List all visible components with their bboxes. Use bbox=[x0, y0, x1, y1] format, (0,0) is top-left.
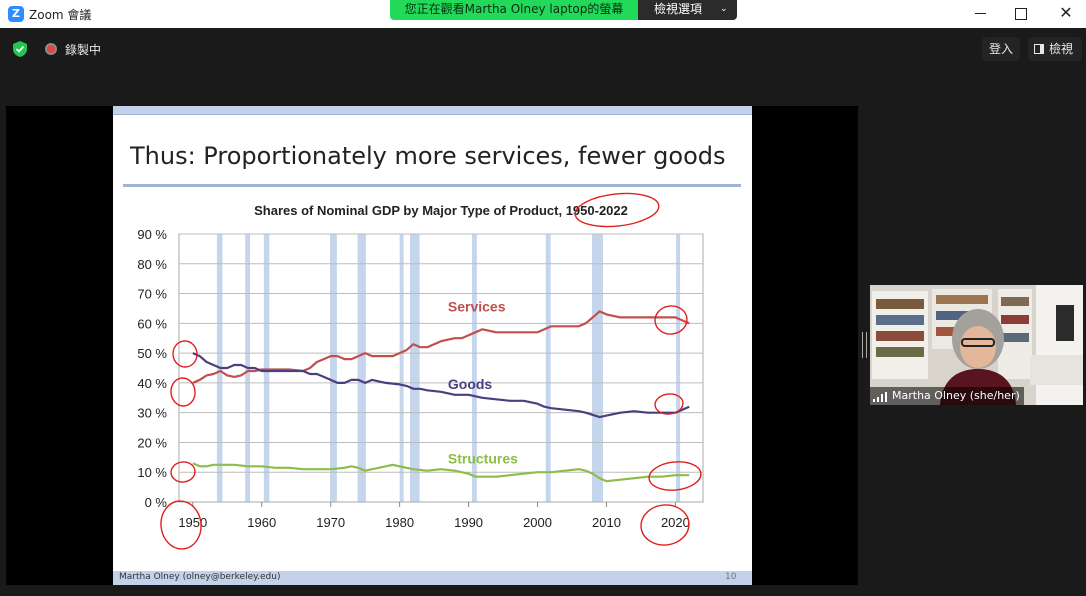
view-layout-button[interactable]: 檢視 bbox=[1028, 37, 1082, 61]
recording-label: 錄製中 bbox=[65, 43, 102, 57]
participant-name-label: Martha Olney (she/her) bbox=[870, 387, 1024, 405]
window-title: Zoom 會議 bbox=[29, 8, 92, 22]
annotation-1950-upper bbox=[172, 340, 198, 368]
slide-title-rule bbox=[123, 184, 741, 187]
maximize-button[interactable] bbox=[1002, 0, 1038, 28]
recession-band bbox=[591, 234, 604, 502]
series-label-services: Services bbox=[448, 298, 506, 314]
y-tick-label: 40 % bbox=[137, 376, 167, 391]
series-line-goods bbox=[192, 352, 690, 419]
share-status-banner: 您正在觀看Martha Olney laptop的螢幕 bbox=[390, 0, 638, 20]
sign-in-button[interactable]: 登入 bbox=[982, 37, 1020, 61]
slide-title: Thus: Proportionately more services, few… bbox=[130, 142, 726, 170]
annotation-1950-structures bbox=[170, 461, 196, 483]
y-tick-label: 90 % bbox=[137, 227, 167, 242]
y-tick-label: 20 % bbox=[137, 435, 167, 450]
minimize-button[interactable] bbox=[962, 0, 998, 28]
layout-icon bbox=[1034, 44, 1044, 54]
slide-top-bar bbox=[113, 106, 752, 115]
gdp-share-chart: 0 % 10 % 20 % 30 % 40 % 50 % 60 % 70 % 80 % 90 % 1… bbox=[137, 192, 704, 550]
chevron-down-icon: ⌄ bbox=[720, 4, 728, 14]
y-tick-label: 0 % bbox=[145, 495, 168, 510]
recession-band bbox=[329, 234, 337, 502]
y-tick-label: 70 % bbox=[137, 287, 167, 302]
view-layout-label: 檢視 bbox=[1049, 42, 1074, 56]
x-tick-label: 2000 bbox=[523, 515, 552, 530]
x-tick-label: 1960 bbox=[247, 515, 276, 530]
annotation-1950-goods bbox=[170, 377, 196, 407]
signal-strength-icon bbox=[873, 392, 887, 402]
x-tick-label: 2020 bbox=[661, 515, 690, 530]
recession-band bbox=[357, 234, 366, 502]
recession-band bbox=[676, 234, 681, 502]
recession-band bbox=[472, 234, 477, 502]
recession-band bbox=[263, 234, 270, 502]
x-tick-label: 2010 bbox=[592, 515, 621, 530]
x-tick-label: 1990 bbox=[454, 515, 483, 530]
series-line-structures bbox=[192, 462, 690, 483]
close-window-button[interactable]: ✕ bbox=[1059, 3, 1073, 22]
annotation-2020-label bbox=[640, 504, 690, 546]
participant-video[interactable]: Martha Olney (she/her) bbox=[870, 285, 1083, 405]
recession-band bbox=[399, 234, 404, 502]
zoom-logo-icon: Z bbox=[8, 6, 24, 22]
view-options-button[interactable]: 檢視選項 ⌄ bbox=[638, 0, 737, 20]
recession-band bbox=[409, 234, 420, 502]
y-tick-label: 60 % bbox=[137, 316, 167, 331]
x-tick-label: 1970 bbox=[316, 515, 345, 530]
annotation-2022-goods bbox=[654, 393, 684, 415]
slide-footer: Martha Olney (olney@berkeley.edu) bbox=[119, 572, 281, 582]
series-label-goods: Goods bbox=[448, 376, 493, 392]
annotation-2022-structures bbox=[648, 461, 702, 491]
x-tick-label: 1950 bbox=[178, 515, 207, 530]
recording-icon bbox=[45, 43, 57, 55]
title-year-annotation bbox=[574, 192, 660, 228]
view-options-label: 檢視選項 bbox=[654, 2, 703, 16]
x-tick-label: 1980 bbox=[385, 515, 414, 530]
participant-name: Martha Olney (she/her) bbox=[892, 389, 1020, 402]
recession-band bbox=[545, 234, 551, 502]
plot-frame bbox=[178, 233, 704, 503]
y-tick-label: 30 % bbox=[137, 406, 167, 421]
annotation-1950-label bbox=[160, 500, 202, 550]
y-tick-label: 50 % bbox=[137, 346, 167, 361]
y-tick-label: 10 % bbox=[137, 465, 167, 480]
presentation-slide: Thus: Proportionately more services, few… bbox=[113, 106, 752, 585]
series-label-structures: Structures bbox=[448, 450, 518, 466]
panel-resize-handle[interactable] bbox=[862, 332, 867, 358]
y-tick-label: 80 % bbox=[137, 257, 167, 272]
slide-page-number: 10 bbox=[725, 572, 737, 582]
chart-title: Shares of Nominal GDP by Major Type of P… bbox=[254, 203, 628, 218]
annotation-2022-services bbox=[654, 305, 688, 335]
security-shield-icon[interactable] bbox=[12, 40, 28, 58]
slide-footer-bar: Martha Olney (olney@berkeley.edu) 10 bbox=[113, 571, 752, 585]
